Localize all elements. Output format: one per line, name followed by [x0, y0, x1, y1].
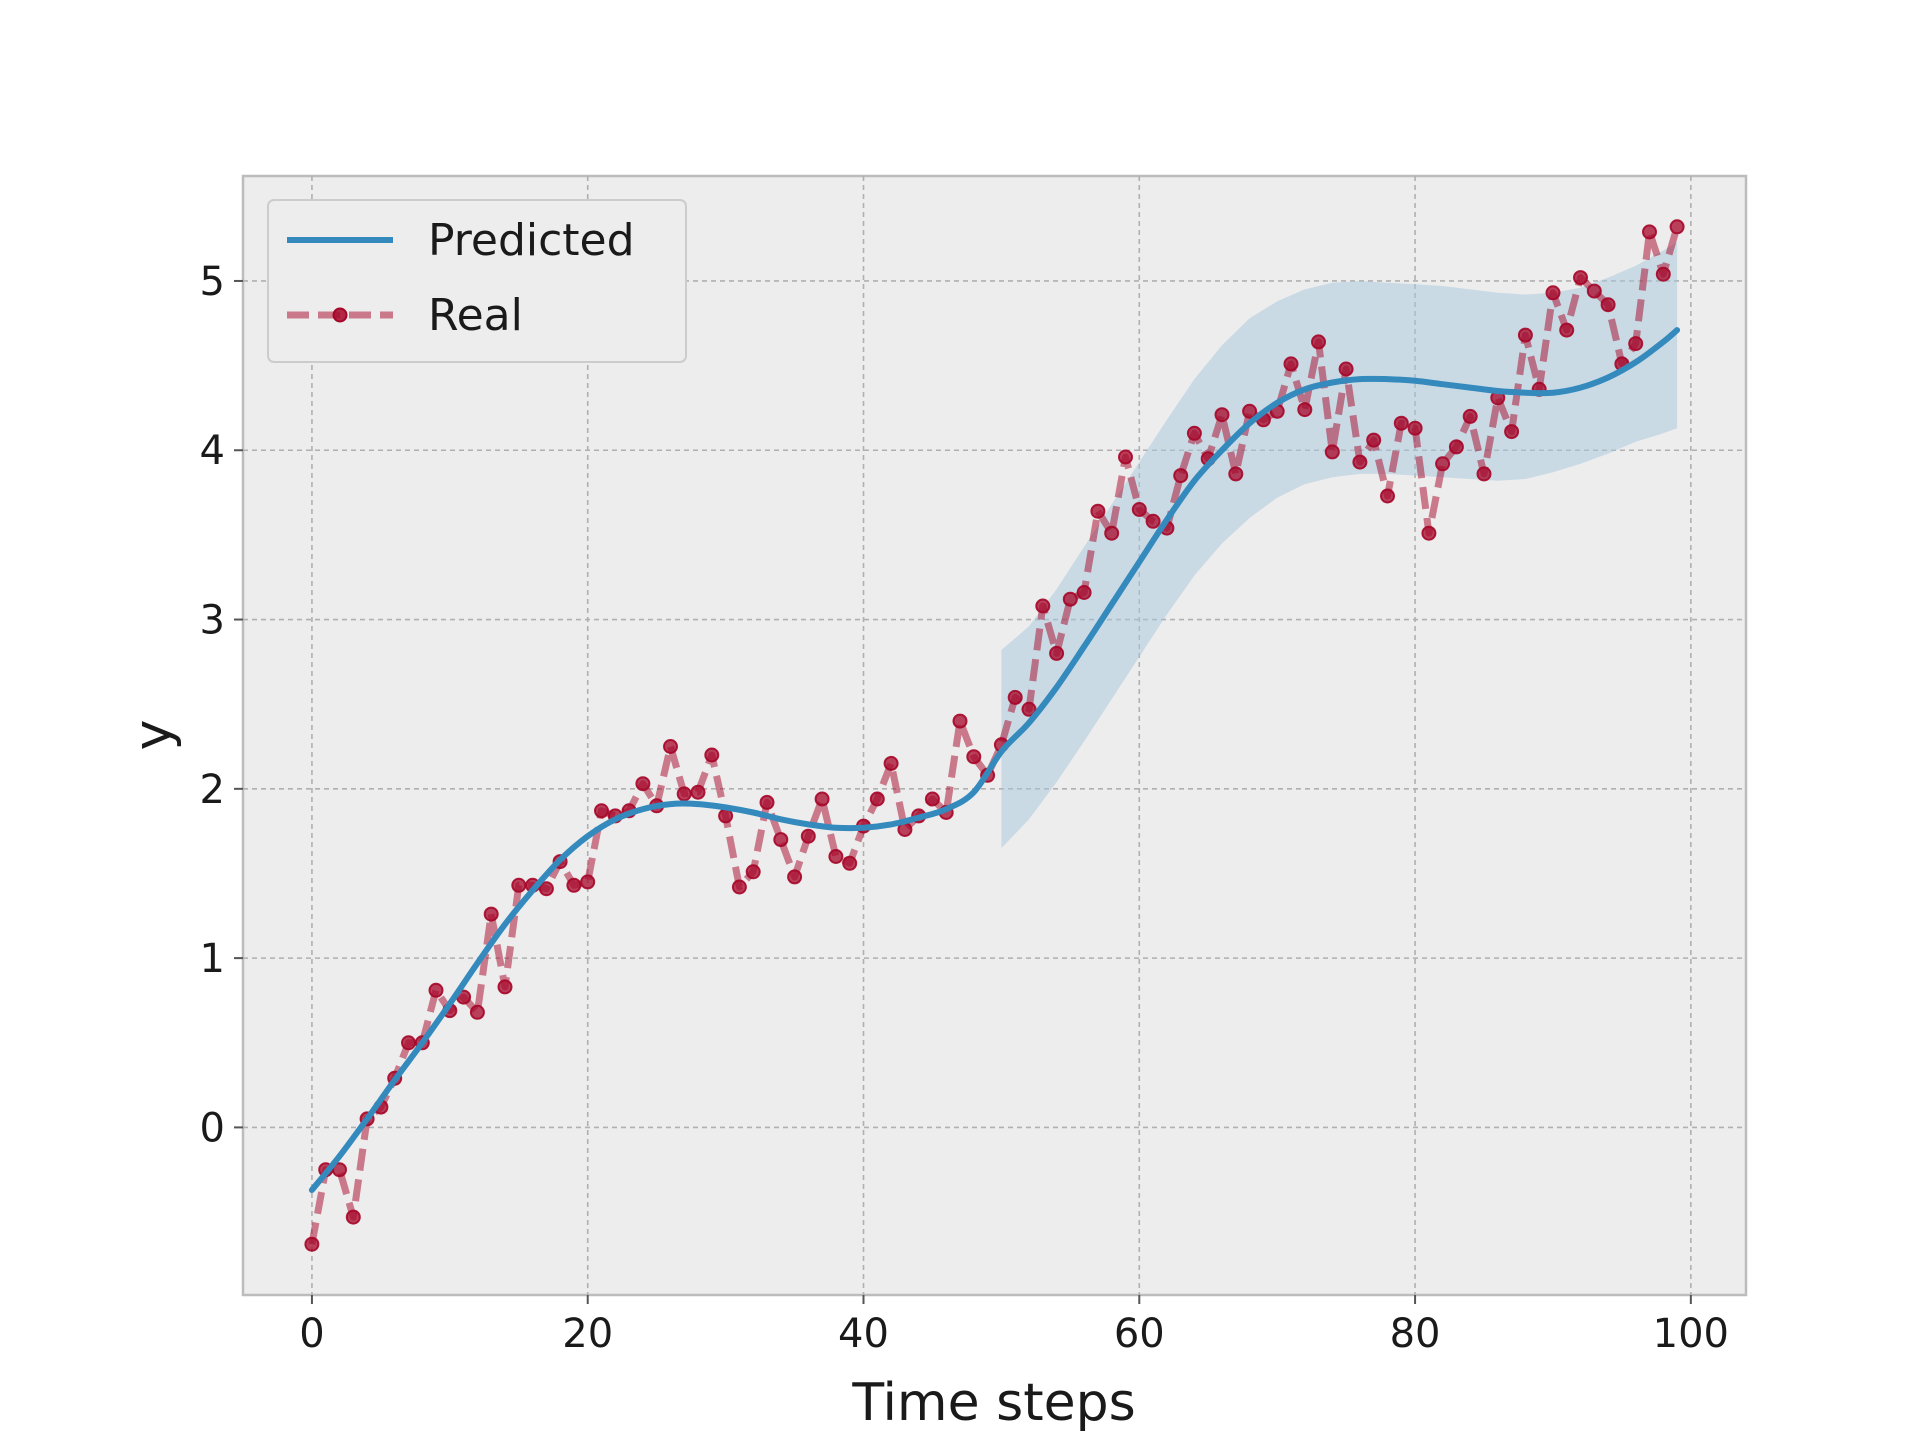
- real-point: [787, 869, 803, 885]
- real-point: [1131, 502, 1147, 517]
- real-point: [1035, 598, 1051, 614]
- real-point: [594, 803, 609, 819]
- real-point: [1380, 488, 1395, 504]
- real-point: [1283, 356, 1299, 372]
- legend-real-marker: [332, 307, 348, 323]
- real-point: [1007, 689, 1023, 705]
- real-point: [759, 794, 775, 810]
- real-point: [511, 877, 527, 893]
- series-predicted: [308, 327, 1681, 1193]
- y-tick-label: 1: [200, 936, 225, 982]
- real-point: [883, 755, 899, 771]
- real-point: [966, 749, 982, 765]
- real-point: [1062, 591, 1078, 607]
- real-point: [1586, 283, 1602, 299]
- y-axis-label: y: [123, 720, 183, 751]
- real-point: [773, 832, 789, 848]
- real-point: [304, 1236, 320, 1252]
- real-point: [704, 747, 720, 763]
- real-point: [1090, 503, 1106, 519]
- real-point: [1559, 322, 1575, 338]
- x-tick-label: 100: [1653, 1311, 1729, 1357]
- real-point: [1655, 266, 1671, 282]
- predicted-line: [308, 327, 1681, 1193]
- x-tick-label: 20: [562, 1311, 613, 1357]
- real-point: [1504, 424, 1520, 440]
- real-point: [1628, 336, 1644, 352]
- real-point: [401, 1035, 416, 1051]
- real-point: [842, 855, 858, 871]
- real-point: [1049, 645, 1065, 661]
- real-point: [1669, 219, 1685, 235]
- real-point: [924, 791, 940, 807]
- real-point: [869, 791, 885, 807]
- x-axis-label: Time steps: [851, 1373, 1135, 1433]
- real-point: [1545, 285, 1561, 301]
- real-point: [1600, 297, 1616, 313]
- real-point: [1118, 449, 1133, 465]
- real-point: [497, 979, 513, 995]
- real-point: [1421, 525, 1437, 541]
- real-point: [1573, 270, 1588, 286]
- real-point: [814, 791, 830, 807]
- real-point: [1145, 513, 1161, 529]
- real-point: [1324, 444, 1340, 460]
- real-point: [1352, 454, 1368, 470]
- x-tick-label: 0: [299, 1311, 324, 1357]
- real-point: [1448, 439, 1464, 455]
- real-point: [745, 864, 761, 880]
- y-tick-label: 3: [200, 598, 225, 644]
- y-tick-label: 5: [200, 259, 225, 305]
- x-axis-ticks: 0 20 40 60 80 100: [299, 1295, 1729, 1357]
- real-point: [635, 776, 651, 792]
- real-point: [1104, 525, 1120, 541]
- real-point: [1214, 407, 1230, 423]
- real-point: [1338, 361, 1354, 377]
- real-point: [1435, 456, 1451, 472]
- real-point: [1407, 420, 1423, 436]
- real-point: [1642, 224, 1657, 240]
- real-point: [566, 877, 582, 893]
- real-point: [1021, 701, 1037, 717]
- real-point: [1076, 585, 1092, 600]
- real-point: [1242, 403, 1258, 419]
- y-tick-label: 0: [200, 1105, 225, 1151]
- real-point: [952, 713, 968, 729]
- legend-real-label: Real: [428, 290, 523, 341]
- real-point: [332, 1162, 347, 1178]
- real-point: [1297, 402, 1313, 418]
- real-point: [663, 739, 678, 754]
- real-point: [1393, 415, 1409, 431]
- real-point: [1228, 466, 1244, 482]
- real-point: [580, 874, 596, 890]
- real-point: [1186, 425, 1202, 441]
- real-point: [483, 906, 499, 922]
- y-axis-ticks: 0 1 2 3 4 5: [200, 259, 243, 1151]
- x-tick-label: 60: [1114, 1311, 1165, 1357]
- real-point: [800, 828, 816, 844]
- x-tick-label: 80: [1390, 1311, 1441, 1357]
- real-point: [345, 1209, 361, 1225]
- real-point: [1517, 327, 1533, 343]
- real-point: [428, 982, 444, 998]
- real-point: [1462, 408, 1478, 424]
- real-point: [731, 879, 747, 895]
- legend-predicted-label: Predicted: [428, 215, 635, 266]
- real-point: [676, 786, 692, 802]
- x-tick-label: 40: [838, 1311, 889, 1357]
- real-point: [1476, 466, 1492, 482]
- real-point: [690, 784, 706, 800]
- y-tick-label: 2: [200, 767, 225, 813]
- real-point: [1366, 432, 1382, 448]
- real-point: [718, 808, 734, 824]
- real-point: [828, 849, 844, 864]
- real-point: [1311, 334, 1326, 350]
- legend: Predicted Real: [267, 199, 687, 363]
- y-tick-label: 4: [200, 428, 225, 474]
- real-point: [1173, 468, 1189, 484]
- real-point: [538, 881, 554, 897]
- real-point: [469, 1004, 485, 1020]
